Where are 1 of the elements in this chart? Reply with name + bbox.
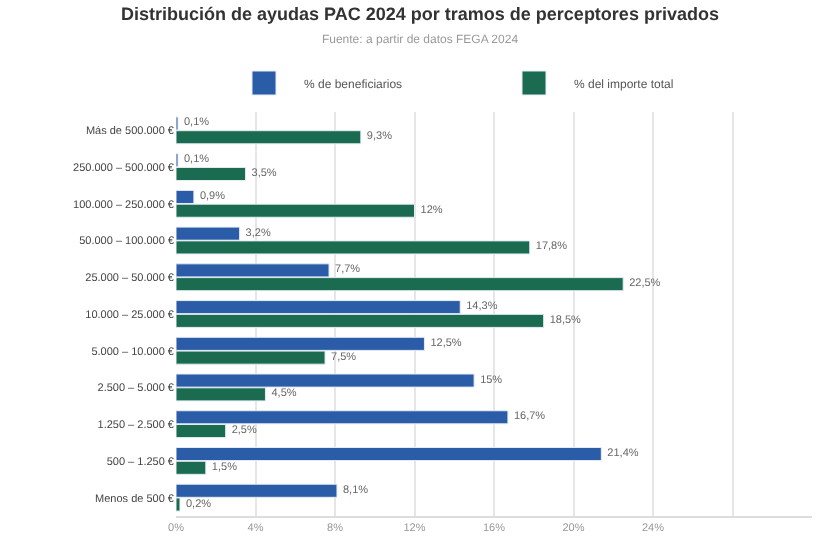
chart-title: Distribución de ayudas PAC 2024 por tramos de perceptores privados [121, 3, 719, 24]
